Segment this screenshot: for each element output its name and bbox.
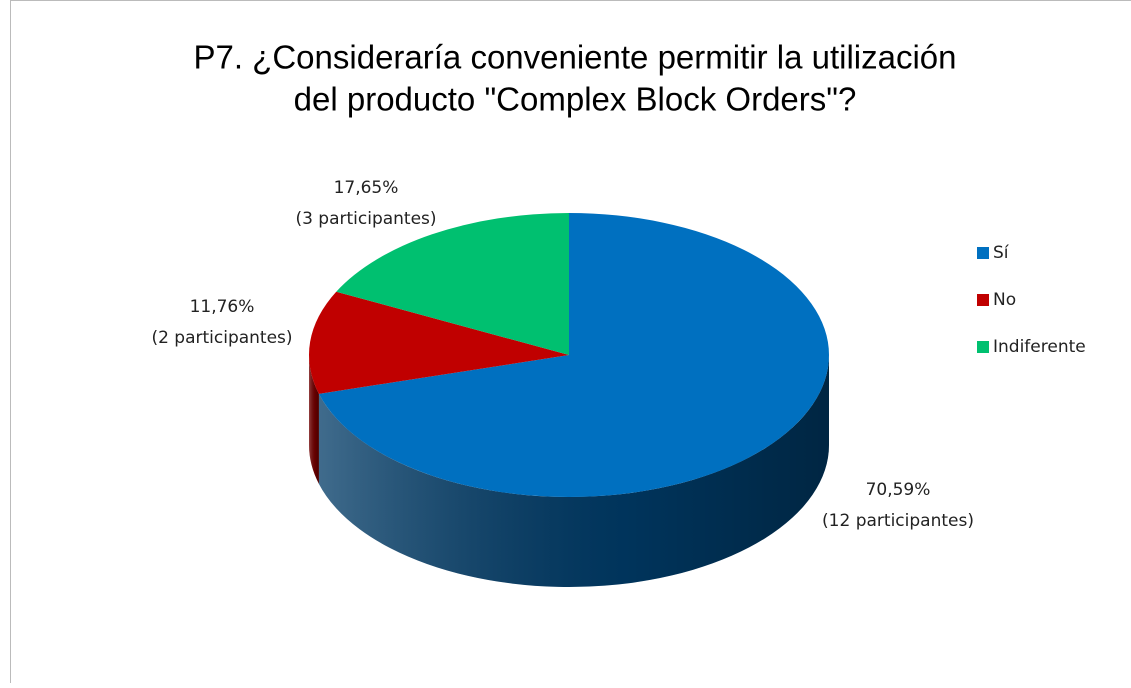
data-label: 11,76%	[190, 297, 255, 317]
legend-label: Indiferente	[993, 337, 1086, 357]
legend-label: No	[993, 290, 1016, 310]
data-label-count: (2 participantes)	[151, 328, 292, 348]
legend-swatch	[977, 294, 989, 306]
data-label-count: (12 participantes)	[822, 511, 974, 531]
data-label: 70,59%	[866, 480, 931, 500]
chart-title: P7. ¿Consideraría conveniente permitir l…	[193, 39, 956, 76]
legend-swatch	[977, 341, 989, 353]
data-label-count: (3 participantes)	[295, 209, 436, 229]
chart-title: del producto "Complex Block Orders"?	[294, 81, 857, 118]
data-label: 17,65%	[334, 178, 399, 198]
legend-label: Sí	[993, 243, 1010, 263]
legend-swatch	[977, 247, 989, 259]
